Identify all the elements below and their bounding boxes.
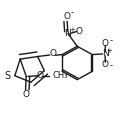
Text: O: O — [50, 49, 57, 58]
Text: O: O — [64, 12, 71, 21]
Text: -: - — [109, 61, 112, 70]
Text: N: N — [102, 50, 109, 58]
Text: -: - — [109, 36, 112, 45]
Text: N: N — [64, 29, 71, 38]
Text: O: O — [36, 71, 43, 80]
Text: O: O — [22, 90, 29, 99]
Text: O: O — [76, 27, 83, 36]
Text: +: + — [106, 48, 112, 54]
Text: O: O — [102, 60, 109, 69]
Text: -: - — [71, 8, 74, 17]
Text: CH₃: CH₃ — [52, 71, 68, 80]
Text: O: O — [102, 39, 109, 48]
Text: S: S — [4, 71, 11, 81]
Text: +: + — [70, 27, 75, 33]
